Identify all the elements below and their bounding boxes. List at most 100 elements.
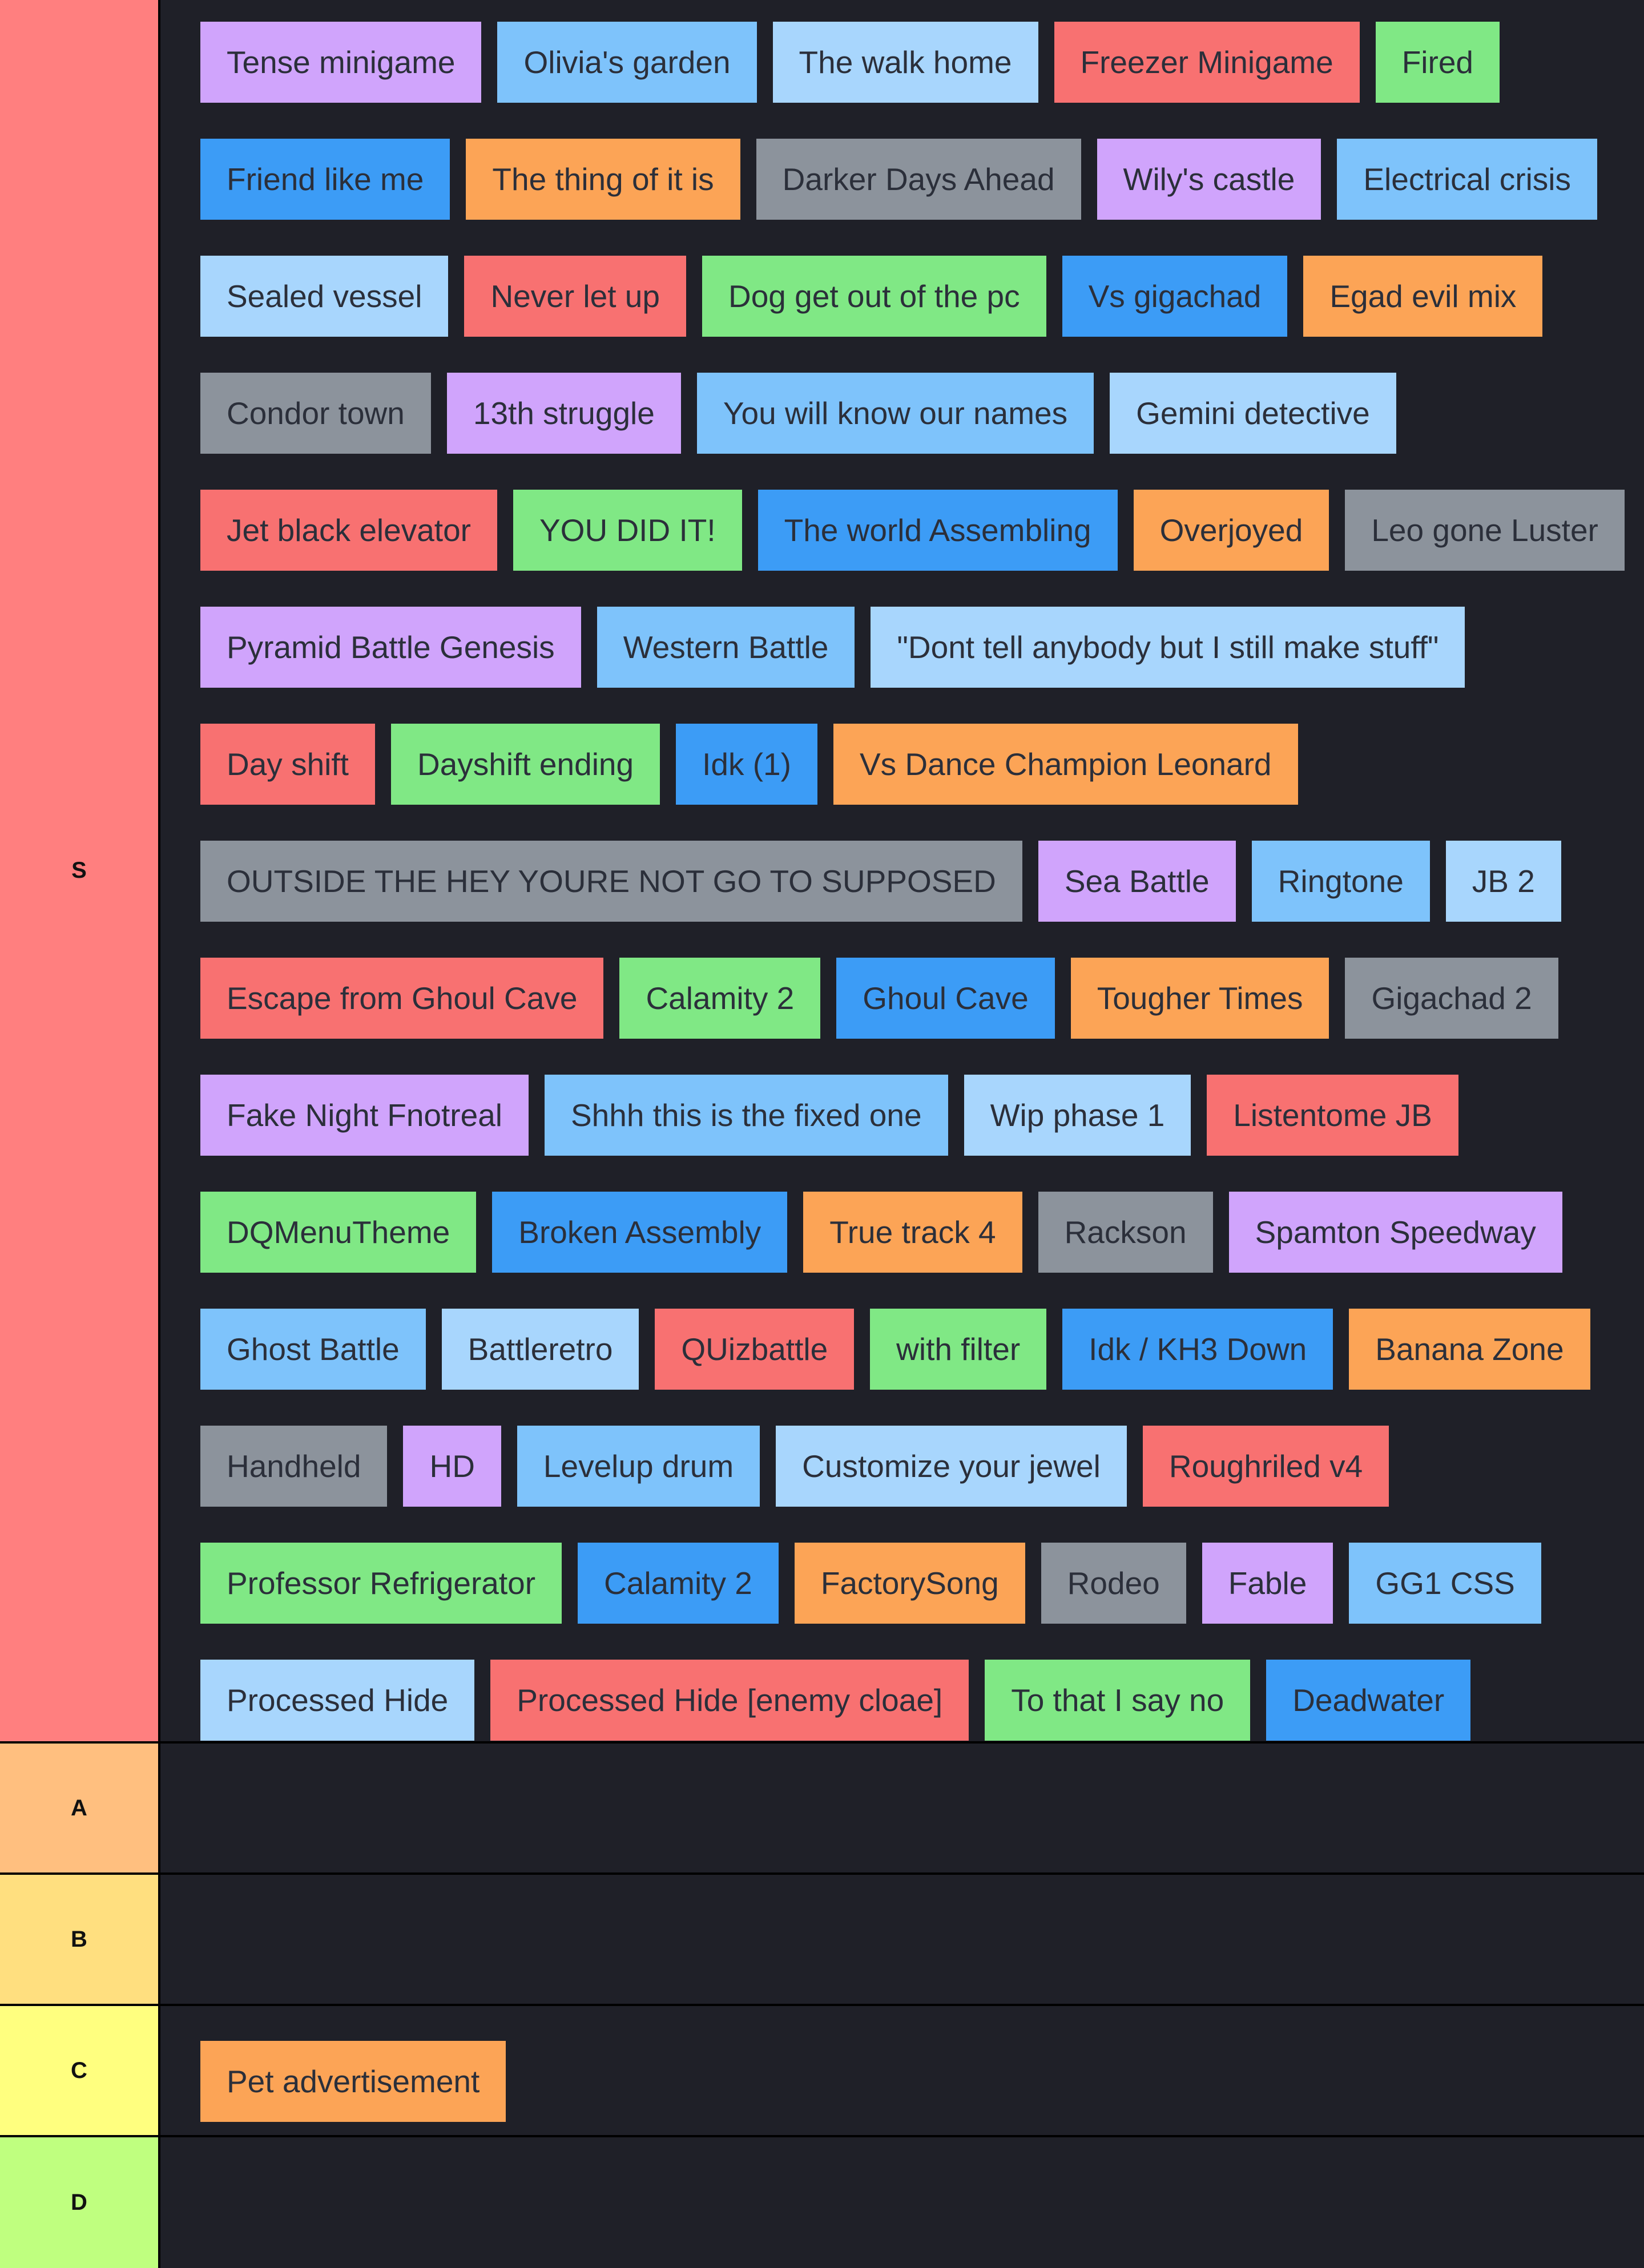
tier-item[interactable]: Condor town (200, 373, 431, 454)
tier-item[interactable]: Dog get out of the pc (702, 256, 1046, 337)
tier-item[interactable]: Sealed vessel (200, 256, 449, 337)
tier-item[interactable]: Escape from Ghoul Cave (200, 958, 604, 1039)
tier-item[interactable]: Tougher Times (1070, 958, 1329, 1039)
tier-item[interactable]: Pet advertisement (200, 2041, 506, 2122)
tier-item[interactable]: Fired (1375, 22, 1500, 103)
tier-label[interactable]: D (0, 2137, 160, 2268)
tier-label[interactable]: A (0, 1744, 160, 1872)
tier-row: D (0, 2137, 1644, 2268)
tier-item[interactable]: The walk home (772, 22, 1038, 103)
tier-item[interactable]: Ringtone (1251, 841, 1430, 922)
item-row: Sealed vessel Never let up Dog get out of … (200, 256, 1644, 337)
tier-item[interactable]: Vs Dance Champion Leonard (833, 724, 1298, 805)
tier-item[interactable]: JB 2 (1445, 841, 1561, 922)
item-row: DQMenuTheme Broken Assembly True track 4 Ra… (200, 1192, 1644, 1273)
tier-item[interactable]: Pyramid Battle Genesis (200, 607, 581, 688)
tier-item[interactable]: Roughriled v4 (1142, 1426, 1389, 1507)
tier-item[interactable]: Idk / KH3 Down (1062, 1309, 1333, 1390)
item-row: Professor Refrigerator Calamity 2 FactoryS… (200, 1543, 1644, 1624)
tier-item[interactable]: GG1 CSS (1349, 1543, 1541, 1624)
tier-item[interactable]: Ghost Battle (200, 1309, 426, 1390)
tier-item[interactable]: Freezer Minigame (1054, 22, 1360, 103)
tier-item[interactable]: Olivia's garden (497, 22, 757, 103)
tier-item[interactable]: Rackson (1038, 1192, 1213, 1273)
tier-item[interactable]: Listentome JB (1207, 1075, 1458, 1156)
item-row: Jet black elevator YOU DID IT! The world A… (200, 490, 1644, 571)
tier-items (160, 2137, 1644, 2268)
tier-row: S Tense minigame Olivia's garden The walk h… (0, 0, 1644, 1741)
item-row: Fake Night Fnotreal Shhh this is the fixe… (200, 1075, 1644, 1156)
tier-item[interactable]: FactorySong (794, 1543, 1025, 1624)
tier-label[interactable]: S (0, 0, 160, 1741)
tier-item[interactable]: YOU DID IT! (513, 490, 742, 571)
tier-label[interactable]: C (0, 2006, 160, 2135)
tier-item[interactable]: Deadwater (1266, 1660, 1471, 1741)
tier-item[interactable]: Electrical crisis (1337, 139, 1598, 220)
tier-item[interactable]: Friend like me (200, 139, 450, 220)
tier-items: Pet advertisement (160, 2006, 1644, 2135)
item-row: OUTSIDE THE HEY YOURE NOT GO TO SUPPOSED… (200, 841, 1644, 922)
tier-item[interactable]: Fake Night Fnotreal (200, 1075, 529, 1156)
item-row: Processed Hide Processed Hide [enemy cloa… (200, 1660, 1644, 1741)
tier-items: Tense minigame Olivia's garden The walk ho… (160, 0, 1644, 1741)
tier-item[interactable]: Gigachad 2 (1345, 958, 1558, 1039)
tier-item[interactable]: Wip phase 1 (964, 1075, 1191, 1156)
tier-item[interactable]: with filter (870, 1309, 1047, 1390)
tier-items (160, 1744, 1644, 1872)
tier-label[interactable]: B (0, 1875, 160, 2004)
tier-item[interactable]: Jet black elevator (200, 490, 497, 571)
tier-item[interactable]: Processed Hide [enemy cloae] (490, 1660, 969, 1741)
tier-item[interactable]: Idk (1) (676, 724, 817, 805)
tier-item[interactable]: Overjoyed (1133, 490, 1329, 571)
tier-row: B (0, 1875, 1644, 2006)
tier-item[interactable]: 13th struggle (446, 373, 681, 454)
item-row: Ghost Battle Battleretro QUizbattle with fi… (200, 1309, 1644, 1390)
tier-item[interactable]: Darker Days Ahead (756, 139, 1081, 220)
tier-item[interactable]: The thing of it is (466, 139, 740, 220)
tier-item[interactable]: HD (403, 1426, 501, 1507)
tier-item[interactable]: "Dont tell anybody but I still make stuf… (871, 607, 1465, 688)
tier-row: C Pet advertisement (0, 2006, 1644, 2137)
tier-item[interactable]: Shhh this is the fixed one (545, 1075, 948, 1156)
tier-item[interactable]: Handheld (200, 1426, 388, 1507)
tier-item[interactable]: Western Battle (597, 607, 855, 688)
tier-item[interactable]: Calamity 2 (578, 1543, 779, 1624)
item-row: Condor town 13th struggle You will know ou… (200, 373, 1644, 454)
item-row: Escape from Ghoul Cave Calamity 2 Ghoul Ca… (200, 958, 1644, 1039)
tier-item[interactable]: Banana Zone (1349, 1309, 1590, 1390)
tier-item[interactable]: Leo gone Luster (1345, 490, 1625, 571)
tier-item[interactable]: The world Assembling (757, 490, 1118, 571)
item-row: Handheld HD Levelup drum Customize your jew… (200, 1426, 1644, 1507)
tier-item[interactable]: Never let up (464, 256, 686, 337)
tier-item[interactable]: Levelup drum (517, 1426, 760, 1507)
tier-item[interactable]: Tense minigame (200, 22, 482, 103)
tier-item[interactable]: Ghoul Cave (836, 958, 1055, 1039)
tier-item[interactable]: Rodeo (1041, 1543, 1186, 1624)
tier-items (160, 1875, 1644, 2004)
tier-item[interactable]: DQMenuTheme (200, 1192, 477, 1273)
item-row: Pet advertisement (200, 2041, 1644, 2122)
tier-item[interactable]: Processed Hide (200, 1660, 475, 1741)
tier-item[interactable]: Wily's castle (1097, 139, 1321, 220)
tier-item[interactable]: Sea Battle (1038, 841, 1236, 922)
tier-item[interactable]: Battleretro (441, 1309, 639, 1390)
tier-item[interactable]: Fable (1202, 1543, 1333, 1624)
tier-item[interactable]: True track 4 (803, 1192, 1022, 1273)
tier-item[interactable]: To that I say no (985, 1660, 1251, 1741)
item-row: Pyramid Battle Genesis Western Battle "Don… (200, 607, 1644, 688)
tier-item[interactable]: Spamton Speedway (1228, 1192, 1562, 1273)
tier-item[interactable]: QUizbattle (655, 1309, 855, 1390)
tier-item[interactable]: Vs gigachad (1062, 256, 1288, 337)
tier-item[interactable]: You will know our names (696, 373, 1094, 454)
tier-item[interactable]: Calamity 2 (619, 958, 821, 1039)
tier-item[interactable]: Egad evil mix (1303, 256, 1543, 337)
tier-item[interactable]: Professor Refrigerator (200, 1543, 562, 1624)
tier-item[interactable]: Day shift (200, 724, 375, 805)
tier-item[interactable]: Broken Assembly (492, 1192, 788, 1273)
tier-item[interactable]: Customize your jewel (776, 1426, 1127, 1507)
tier-item[interactable]: Dayshift ending (390, 724, 660, 805)
tier-item[interactable]: OUTSIDE THE HEY YOURE NOT GO TO SUPPOSED (200, 841, 1022, 922)
item-row: Day shift Dayshift ending Idk (1) Vs Dance … (200, 724, 1644, 805)
tier-item[interactable]: Gemini detective (1110, 373, 1396, 454)
